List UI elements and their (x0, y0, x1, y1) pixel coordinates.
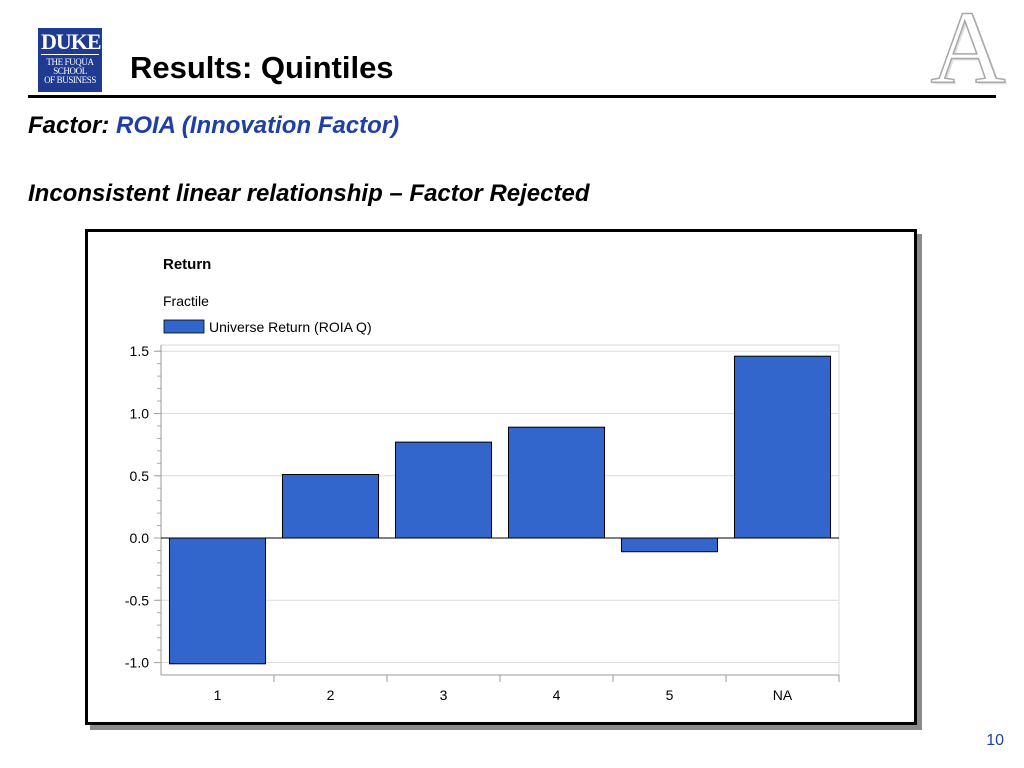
bar-1 (168, 537, 267, 665)
bar-NA (733, 355, 832, 539)
x-tick-label: 3 (440, 687, 448, 703)
y-tick-label: 0.0 (130, 530, 150, 546)
chart-subtitle: Fractile (163, 293, 209, 309)
x-tick-label: 5 (666, 687, 674, 703)
bar-2 (281, 474, 380, 539)
logo-fuqua-text: THE FUQUA SCHOOL OF BUSINESS (44, 57, 96, 85)
x-tick-label: 4 (553, 687, 561, 703)
duke-fuqua-logo: DUKE THE FUQUA SCHOOL OF BUSINESS (38, 28, 102, 92)
logo-duke-text: DUKE (41, 29, 102, 55)
factor-value: ROIA (Innovation Factor) (116, 112, 400, 139)
bar-5 (620, 537, 719, 553)
bar-3 (394, 441, 493, 539)
chart-title: Return (163, 256, 211, 273)
x-tick-label: 2 (327, 687, 335, 703)
letter-a-watermark: A (930, 0, 1007, 105)
y-tick-label: 1.5 (130, 343, 150, 359)
chart-frame: Return Fractile Universe Return (ROIA Q) 1.… (85, 229, 917, 725)
page-number: 10 (986, 732, 1004, 749)
legend-label: Universe Return (ROIA Q) (209, 319, 372, 335)
x-tick-label: 1 (214, 687, 222, 703)
conclusion-subheading: Inconsistent linear relationship – Facto… (28, 180, 590, 207)
slide-title: Results: Quintiles (130, 50, 394, 85)
y-tick-label: -1.0 (125, 655, 149, 671)
legend-swatch (163, 319, 205, 334)
title-divider (28, 95, 996, 98)
y-tick-label: -0.5 (125, 592, 149, 608)
factor-line: Factor: ROIA (Innovation Factor) (28, 112, 399, 140)
x-tick-label: NA (773, 687, 793, 703)
bar-4 (507, 426, 606, 539)
factor-label: Factor: (28, 112, 110, 139)
y-tick-label: 1.0 (130, 405, 150, 421)
y-tick-label: 0.5 (130, 468, 150, 484)
